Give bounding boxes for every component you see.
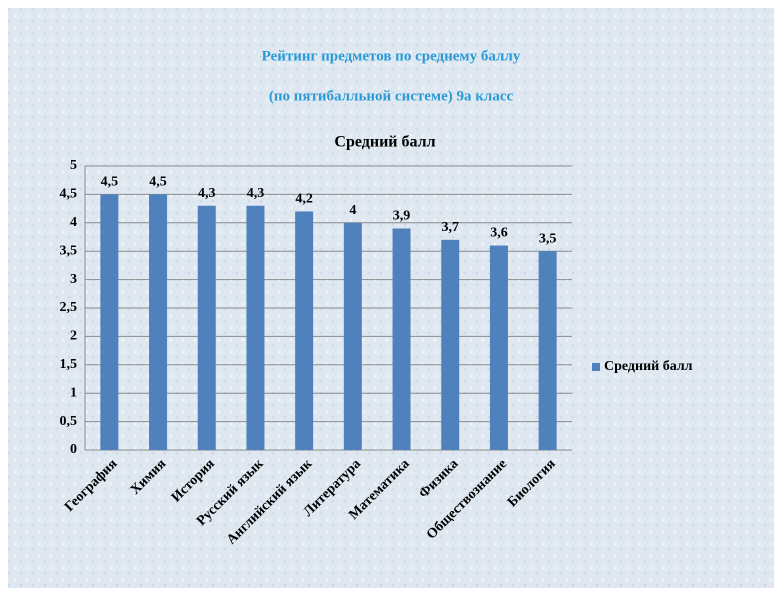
bar xyxy=(441,239,460,450)
bar xyxy=(149,194,168,450)
y-tick-label: 0 xyxy=(70,442,77,457)
y-tick-label: 3 xyxy=(70,272,77,287)
y-tick-label: 2,5 xyxy=(60,300,78,315)
data-label: 4 xyxy=(349,203,356,218)
background xyxy=(8,8,774,588)
y-tick-label: 2 xyxy=(70,329,77,344)
plot-title: Средний балл xyxy=(334,134,435,151)
y-tick-label: 4,5 xyxy=(60,187,78,202)
data-label: 3,7 xyxy=(442,220,460,235)
legend-swatch xyxy=(592,363,600,371)
data-label: 3,9 xyxy=(393,209,411,224)
legend-label: Средний балл xyxy=(604,359,693,374)
bar xyxy=(246,205,265,450)
bar xyxy=(100,194,119,450)
data-label: 3,5 xyxy=(539,231,557,246)
bar xyxy=(343,222,362,450)
data-label: 3,6 xyxy=(490,226,508,241)
y-tick-label: 0,5 xyxy=(60,414,78,429)
data-label: 4,3 xyxy=(247,186,265,201)
data-label: 4,5 xyxy=(149,175,167,190)
y-tick-label: 3,5 xyxy=(60,243,78,258)
y-tick-label: 1,5 xyxy=(60,357,78,372)
bar xyxy=(197,205,216,450)
data-label: 4,3 xyxy=(198,186,216,201)
y-tick-label: 5 xyxy=(70,158,77,173)
chart-subtitle: (по пятибалльной системе) 9а класс xyxy=(269,88,514,104)
bar xyxy=(538,251,557,450)
bar xyxy=(489,245,508,450)
y-tick-label: 1 xyxy=(70,385,77,400)
bar xyxy=(295,211,314,450)
data-label: 4,2 xyxy=(295,192,313,207)
y-tick-label: 4 xyxy=(70,215,77,230)
chart-title: Рейтинг предметов по среднему баллу xyxy=(262,48,521,64)
data-label: 4,5 xyxy=(101,175,119,190)
bar xyxy=(392,228,411,450)
